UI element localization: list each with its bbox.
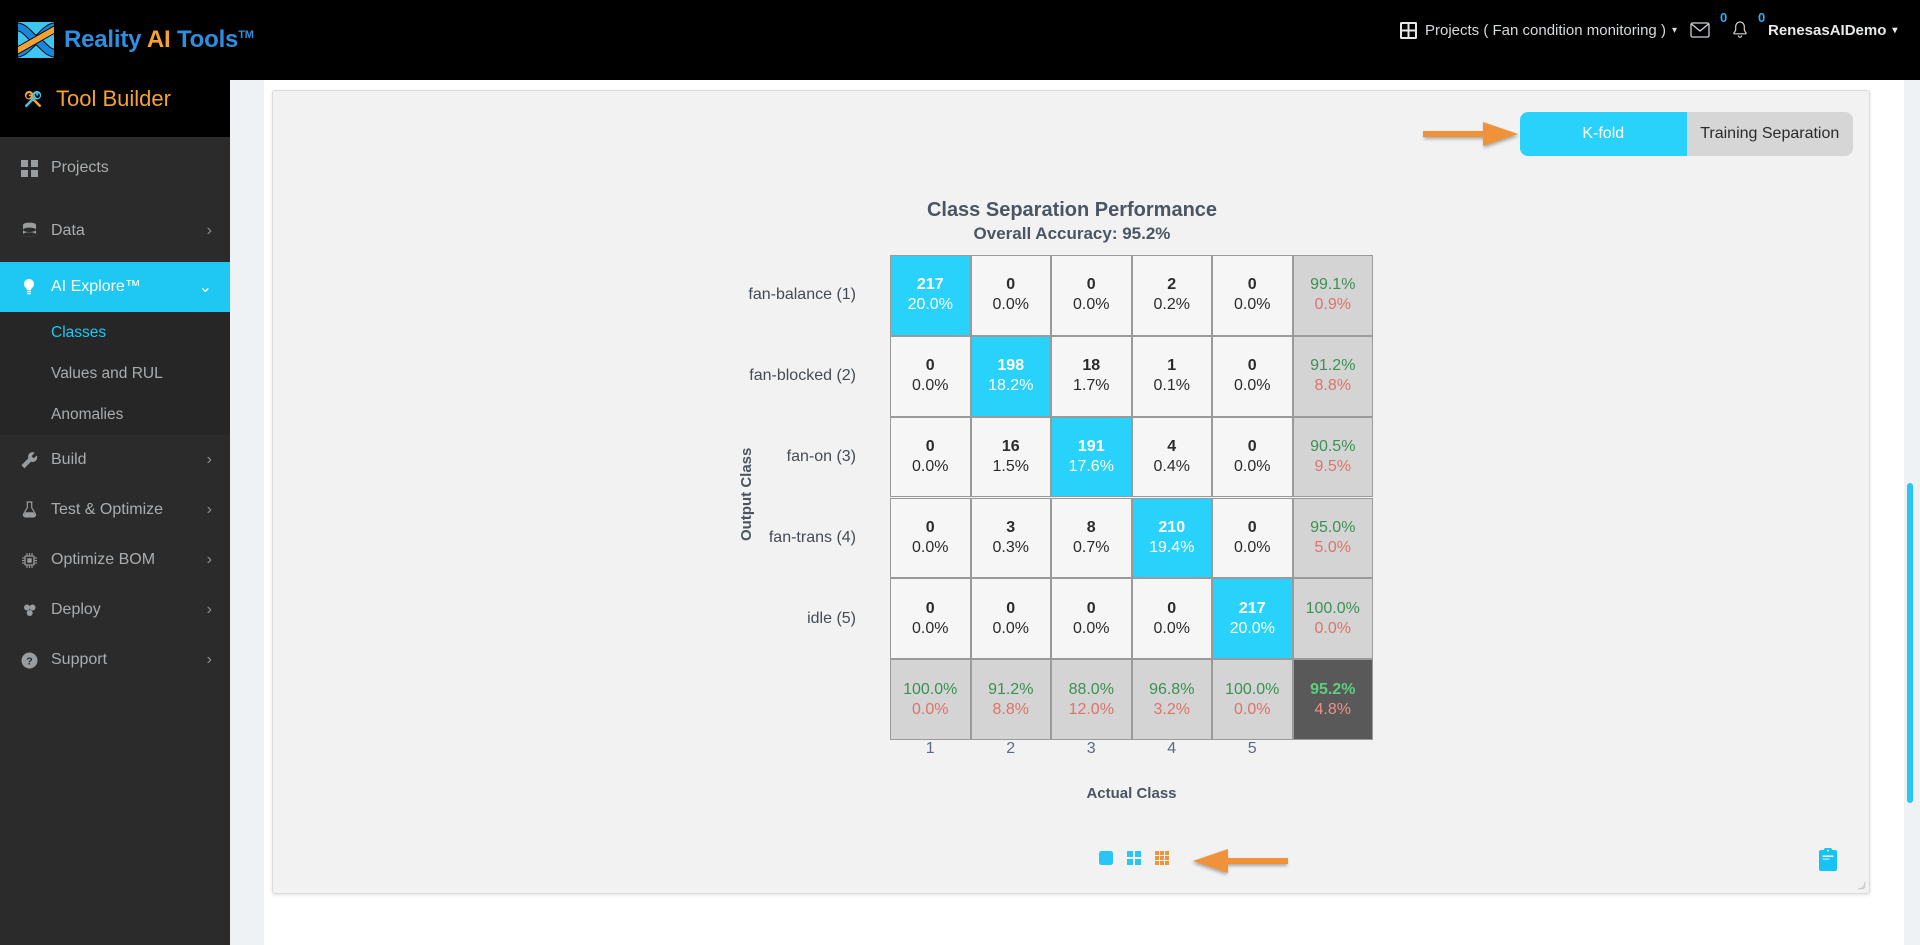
svg-text:?: ? [26,655,32,667]
